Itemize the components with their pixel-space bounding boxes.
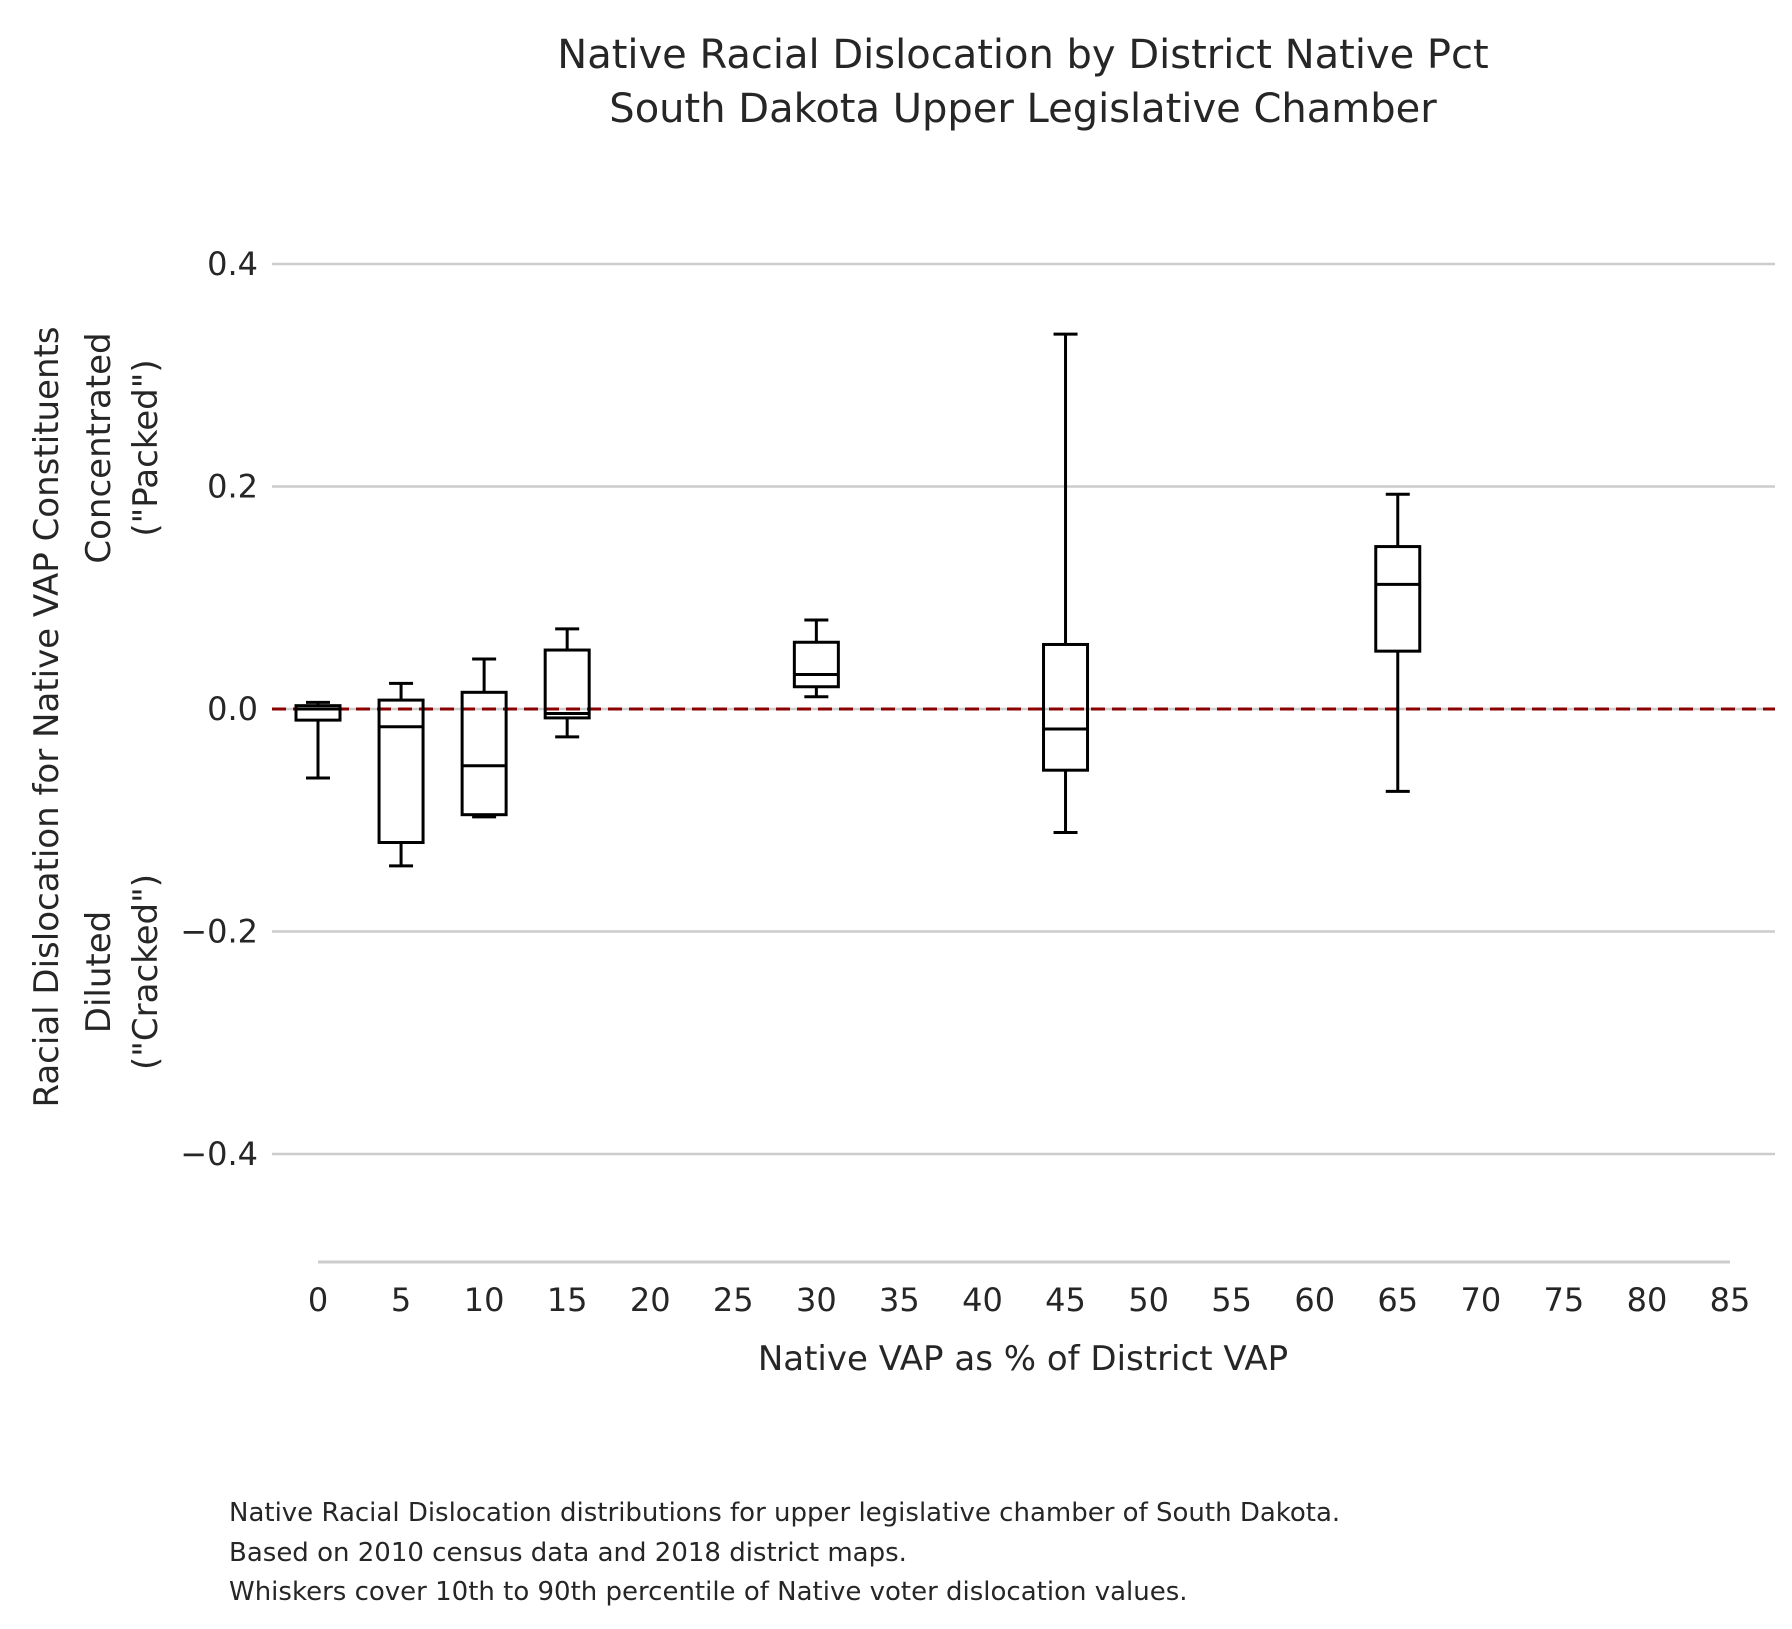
- boxplot: [1042, 332, 1090, 834]
- y-tick-label: 0.4: [207, 245, 258, 283]
- boxplot: [460, 657, 508, 819]
- x-tick-label: 0: [308, 1281, 328, 1319]
- x-tick-label: 10: [464, 1281, 505, 1319]
- y-axis-label-main: Racial Dislocation for Native VAP Consti…: [27, 326, 67, 1107]
- x-tick-label: 25: [713, 1281, 754, 1319]
- x-tick-label: 50: [1128, 1281, 1169, 1319]
- x-axis-label: Native VAP as % of District VAP: [758, 1339, 1288, 1379]
- x-tick-label: 85: [1710, 1281, 1751, 1319]
- box-iqr: [543, 648, 591, 720]
- y-axis-label-concentrated: Concentrated: [79, 332, 119, 563]
- box-iqr: [294, 704, 342, 722]
- chart-title-line-2: South Dakota Upper Legislative Chamber: [609, 86, 1437, 132]
- y-grid: [272, 262, 1775, 1156]
- y-axis-label-diluted: Diluted: [79, 911, 119, 1033]
- boxplots: [294, 332, 1422, 868]
- y-axis-label: Racial Dislocation for Native VAP Consti…: [27, 326, 166, 1107]
- boxplot: [543, 627, 591, 739]
- footnote-line-3: Whiskers cover 10th to 90th percentile o…: [229, 1577, 1188, 1607]
- y-tick-label: −0.4: [180, 1135, 258, 1173]
- y-tick-label: −0.2: [180, 913, 258, 951]
- footnote-line-1: Native Racial Dislocation distributions …: [229, 1498, 1340, 1528]
- x-tick-label: 60: [1294, 1281, 1335, 1319]
- boxplot: [294, 700, 342, 780]
- x-tick-label: 35: [879, 1281, 920, 1319]
- x-tick-label: 75: [1544, 1281, 1585, 1319]
- chart-title: Native Racial Dislocation by District Na…: [557, 32, 1488, 132]
- boxplot: [792, 618, 840, 699]
- y-axis-label-cracked: ("Cracked"): [126, 874, 166, 1070]
- box-iqr: [377, 698, 425, 844]
- boxplot: [377, 681, 425, 868]
- y-tick-label: 0.2: [207, 468, 258, 506]
- box-iqr: [460, 690, 508, 817]
- box-iqr: [1374, 545, 1422, 653]
- chart-title-line-1: Native Racial Dislocation by District Na…: [557, 32, 1488, 78]
- x-tick-label: 70: [1460, 1281, 1501, 1319]
- y-tick-labels: 0.4 0.2 0.0 −0.2 −0.4: [180, 245, 258, 1173]
- footnote: Native Racial Dislocation distributions …: [229, 1498, 1340, 1607]
- x-tick-label: 5: [391, 1281, 411, 1319]
- x-tick-label: 65: [1377, 1281, 1418, 1319]
- x-tick-labels: 0 5 10 15 20 25 30 35 40 45 50 55 60 65 70 75 80 85: [308, 1281, 1751, 1319]
- y-axis-label-packed: ("Packed"): [126, 359, 166, 536]
- y-tick-label: 0.0: [207, 690, 258, 728]
- x-tick-label: 20: [630, 1281, 671, 1319]
- x-tick-label: 15: [547, 1281, 588, 1319]
- boxplot: [1374, 492, 1422, 793]
- x-tick-label: 30: [796, 1281, 837, 1319]
- x-tick-label: 45: [1045, 1281, 1086, 1319]
- footnote-line-2: Based on 2010 census data and 2018 distr…: [229, 1538, 907, 1568]
- box-iqr: [1042, 642, 1090, 772]
- x-tick-label: 40: [962, 1281, 1003, 1319]
- box-iqr: [792, 640, 840, 689]
- x-tick-label: 55: [1211, 1281, 1252, 1319]
- x-tick-label: 80: [1627, 1281, 1668, 1319]
